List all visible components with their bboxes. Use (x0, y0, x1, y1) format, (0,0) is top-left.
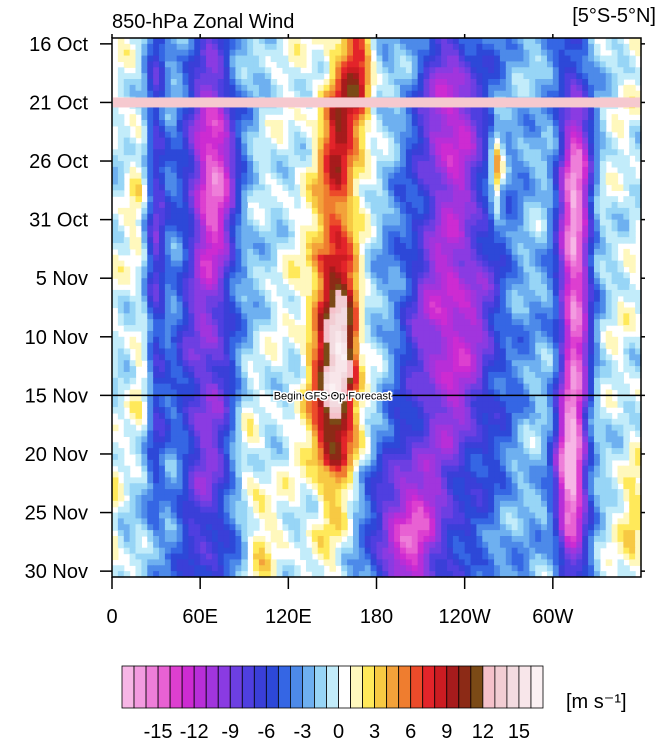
colorbar-box (169, 665, 183, 709)
colorbar-box (193, 665, 207, 709)
x-tick-label: 60W (532, 606, 573, 628)
colorbar-tick-label: 12 (472, 721, 494, 743)
y-tick-label: 16 Oct (29, 34, 88, 56)
colorbar-box (265, 665, 279, 709)
colorbar: -15 -12 -9 -6 -3 0 3 6 9 12 15 (121, 665, 544, 743)
colorbar-box (326, 665, 339, 709)
colorbar-box (289, 665, 303, 709)
y-tick-label: 10 Nov (25, 327, 88, 349)
chart-title: 850-hPa Zonal Wind (112, 11, 294, 33)
highlight-band (113, 97, 640, 108)
y-tick-label: 30 Nov (25, 561, 88, 583)
colorbar-box (229, 665, 243, 709)
y-tick-label: 20 Nov (25, 444, 88, 466)
colorbar-box (217, 665, 231, 709)
colorbar-box (518, 665, 532, 709)
colorbar-box (446, 665, 460, 709)
colorbar-box (314, 665, 327, 709)
colorbar-tick-label: -6 (257, 721, 275, 743)
colorbar-box (398, 665, 412, 709)
colorbar-box (133, 665, 147, 709)
colorbar-tick-label: 9 (441, 721, 452, 743)
colorbar-box (181, 665, 195, 709)
colorbar-box (362, 665, 376, 709)
x-tick-label: 180 (360, 606, 393, 628)
colorbar-tick-label: -3 (294, 721, 312, 743)
colorbar-box (145, 665, 159, 709)
x-tick-label: 0 (106, 606, 117, 628)
colorbar-box (434, 665, 448, 709)
colorbar-box (506, 665, 520, 709)
y-tick-label: 25 Nov (25, 503, 88, 525)
forecast-label: Begin GFS Op Forecast (274, 390, 391, 402)
colorbar-box (121, 665, 135, 709)
colorbar-tick-label: 0 (333, 721, 344, 743)
colorbar-box (482, 665, 496, 709)
colorbar-box (302, 665, 315, 709)
x-tick-label: 60E (182, 606, 218, 628)
colorbar-box (350, 665, 363, 709)
y-tick-label: 15 Nov (25, 385, 88, 407)
colorbar-box (157, 665, 171, 709)
colorbar-box (338, 665, 351, 709)
colorbar-box (241, 665, 255, 709)
colorbar-box (410, 665, 424, 709)
x-axis: 0 60E 120E 180 120W 60W (106, 34, 574, 628)
colorbar-box (494, 665, 508, 709)
y-tick-label: 5 Nov (36, 268, 88, 290)
colorbar-box (253, 665, 267, 709)
x-tick-label: 120E (265, 606, 312, 628)
colorbar-tick-label: -12 (180, 721, 209, 743)
colorbar-tick-label: -15 (144, 721, 173, 743)
x-tick-label: 120W (439, 606, 491, 628)
colorbar-tick-label: 6 (405, 721, 416, 743)
colorbar-box (422, 665, 436, 709)
colorbar-tick-label: -9 (221, 721, 239, 743)
colorbar-tick-label: 15 (508, 721, 530, 743)
colorbar-box (205, 665, 219, 709)
colorbar-box (530, 665, 544, 709)
colorbar-box (470, 665, 484, 709)
region-label: [5°S-5°N] (572, 5, 656, 27)
y-tick-label: 21 Oct (29, 92, 88, 114)
y-tick-label: 26 Oct (29, 151, 88, 173)
colorbar-tick-label: 3 (369, 721, 380, 743)
colorbar-box (386, 665, 400, 709)
wind-field-heatmap (112, 38, 642, 578)
y-axis: 16 Oct 21 Oct 26 Oct 31 Oct 5 Nov 10 Nov 15 No… (25, 34, 645, 583)
colorbar-box (277, 665, 291, 709)
colorbar-box (458, 665, 472, 709)
y-tick-label: 31 Oct (29, 210, 88, 232)
units-label: [m s⁻¹] (566, 691, 627, 713)
colorbar-box (374, 665, 388, 709)
